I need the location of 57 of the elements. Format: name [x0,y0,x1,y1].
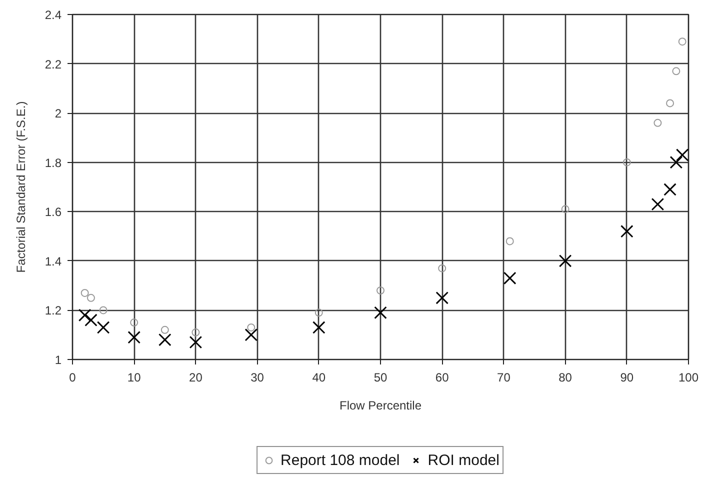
point [78,308,92,322]
x-tick-label: 70 [497,370,511,384]
x-tick-label: 30 [250,370,264,384]
x-tick-label: 50 [374,370,388,384]
point [99,306,108,314]
point [622,158,631,166]
point [80,288,89,297]
point [158,333,172,346]
x-tick-label: 40 [312,370,326,384]
x-tick-label: 80 [558,370,572,384]
legend-label: ROI model [428,452,500,468]
point [314,308,323,317]
legend-label: Report 108 model [280,452,400,468]
y-tick-label: 1.8 [44,156,62,170]
point [376,286,384,294]
point [436,291,449,304]
point [374,306,387,320]
x-tick-label: 10 [127,370,142,384]
y-tick-label: 1.2 [44,304,62,318]
point [247,323,256,332]
point [160,326,169,334]
point [189,336,202,349]
y-tick-label: 2.4 [44,8,62,22]
point [86,294,95,302]
x-tick-label: 60 [435,370,450,384]
x-axis-title: Flow Percentile [339,398,422,412]
y-tick-label: 2.2 [44,57,62,72]
x-tick-label: 20 [189,370,203,384]
point [654,118,662,127]
x-tick-label: 0 [69,370,76,384]
point [666,99,674,108]
point [192,328,200,336]
point [506,237,514,246]
point [84,314,98,326]
point [244,328,258,342]
point [96,321,110,334]
point [128,330,141,344]
point [503,272,516,285]
point [664,183,676,196]
point [676,148,688,162]
point [312,321,326,334]
y-tick-label: 1.4 [44,254,62,268]
point [672,67,680,76]
x-tick-label: 90 [620,370,634,384]
y-tick-label: 1 [54,353,62,367]
point [651,198,664,211]
point [670,156,683,169]
y-tick-label: 1.6 [44,205,62,220]
point [678,38,686,46]
point [438,264,446,272]
point [558,254,572,268]
y-tick-label: 2 [54,106,62,121]
point [620,224,634,238]
y-axis-title: Factorial Standard Error (F.S.E.) [14,101,28,273]
point [561,205,570,214]
point [130,318,138,327]
x-tick-label: 100 [678,370,699,384]
